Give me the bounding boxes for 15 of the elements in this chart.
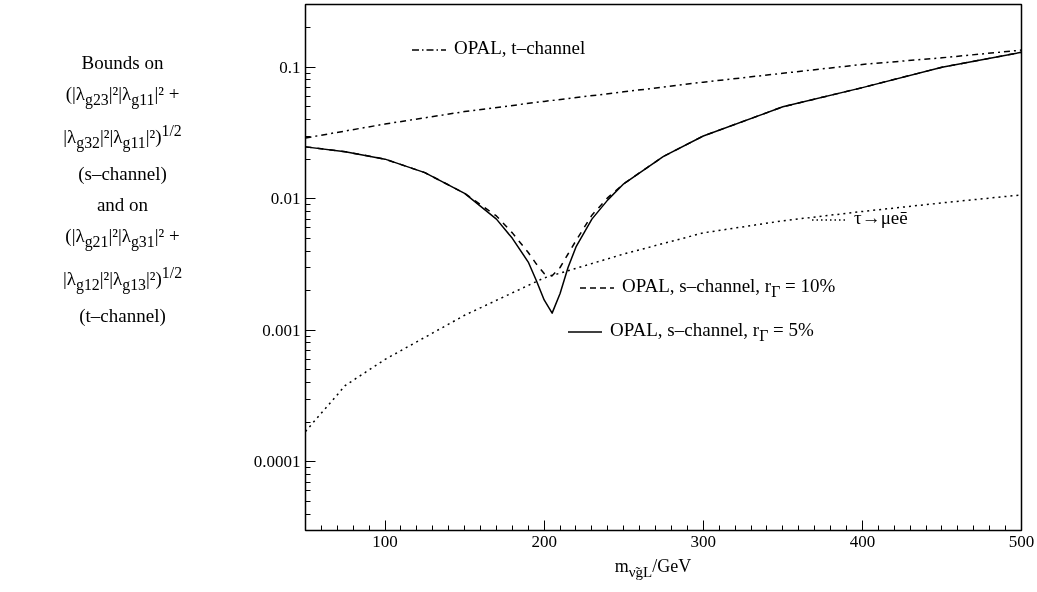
x-tick-label: 200 <box>531 531 557 551</box>
y-tick-label: 0.001 <box>262 320 301 340</box>
legend-item: OPAL, s–channel, r$_{Γ}$ = 5% <box>568 318 814 348</box>
y-tick-label: 0.01 <box>270 189 301 209</box>
legend-item: τ→μeē <box>812 206 908 230</box>
x-tick-label: 300 <box>690 531 717 551</box>
legend-item: OPAL, s–channel, r$_{Γ}$ = 10% <box>580 274 836 304</box>
xlabel: m$_{ν̃gL}$/GeV <box>614 556 692 581</box>
legend-item: OPAL, t–channel <box>412 36 586 60</box>
x-tick-label: 400 <box>849 531 876 551</box>
x-tick-label: 500 <box>1008 531 1035 551</box>
y-tick-label: 0.0001 <box>253 452 301 472</box>
text: Bounds on (|λ$_{g23}$|²|λ$_{g11}$|² + |λ$_{g32}$|²|λ$_{g11}$|²)$^{1/2}$ (s–channel) and on (|λ$_{g21}$|²|λ$_{g31}$|² + |λ$_{g12}$|²|λ$_{g13}$|²)$^{1/2}$ (t–channel) <box>62 52 183 326</box>
x-tick-label: 100 <box>372 531 398 551</box>
y-tick-label: 0.1 <box>279 57 301 77</box>
